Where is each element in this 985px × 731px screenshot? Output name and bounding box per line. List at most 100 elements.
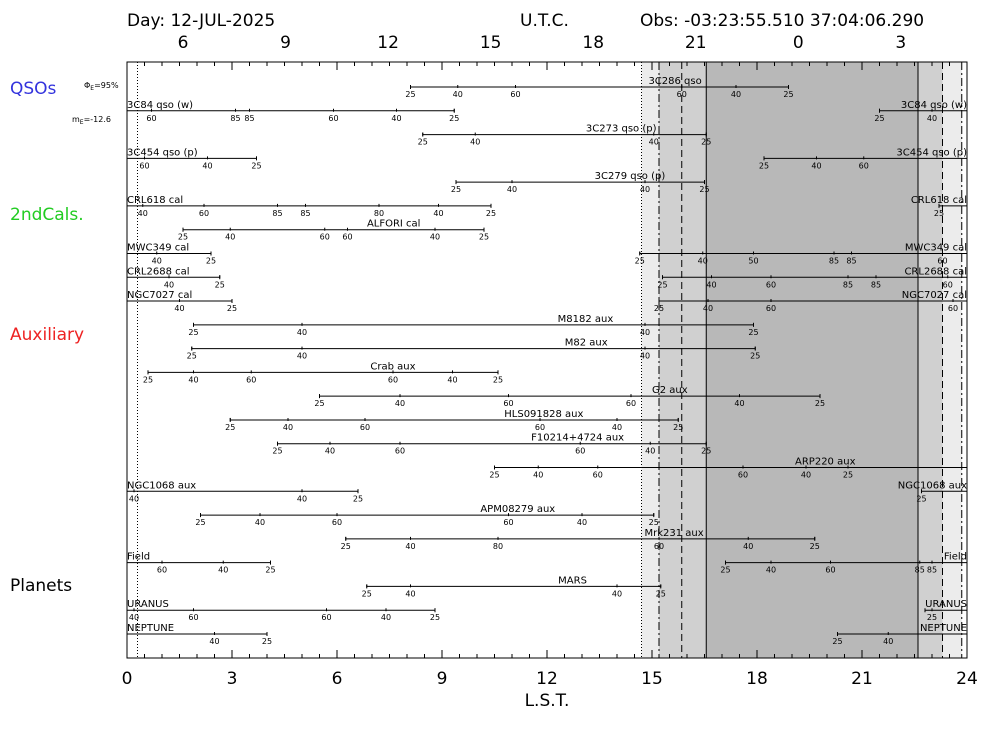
source-name: Crab aux bbox=[370, 361, 415, 372]
elevation-label: 40 bbox=[395, 399, 405, 408]
source-row: 3C273 qso (p) 25 40 40 25 bbox=[418, 124, 712, 147]
elevation-label: 40 bbox=[640, 352, 650, 361]
elevation-label: 25 bbox=[815, 399, 825, 408]
elevation-label: 40 bbox=[164, 280, 174, 289]
elevation-label: 85 bbox=[230, 114, 240, 123]
source-row: M82 aux 25 40 40 25 bbox=[187, 338, 761, 361]
m-value: =-12.6 bbox=[84, 115, 111, 124]
elevation-label: 40 bbox=[391, 114, 401, 123]
source-name: HLS091828 aux bbox=[504, 409, 583, 420]
elevation-label: 40 bbox=[645, 447, 655, 456]
source-row: ALFORI cal 25 40 60 60 40 25 bbox=[178, 219, 489, 242]
source-name: M82 aux bbox=[565, 338, 608, 349]
elevation-label: 40 bbox=[731, 90, 741, 99]
elevation-label: 25 bbox=[227, 304, 237, 313]
elevation-label: 25 bbox=[654, 304, 664, 313]
source-name: 3C84 qso (w) bbox=[901, 100, 967, 111]
elevation-label: 25 bbox=[810, 542, 820, 551]
elevation-label: 60 bbox=[320, 233, 330, 242]
elevation-label: 40 bbox=[202, 161, 212, 170]
source-row: HLS091828 aux 25 40 60 60 40 25 bbox=[225, 409, 683, 432]
elevation-label: 40 bbox=[801, 471, 811, 480]
source-row: MWC349 cal MWC349 cal 40 25 25 40 50 85 85 60 bbox=[126, 242, 968, 265]
elevation-label: 85 bbox=[915, 566, 925, 575]
source-row: URANUS URANUS 40 60 60 40 25 25 bbox=[126, 599, 968, 622]
category-auxiliary: Auxiliary bbox=[10, 325, 84, 345]
elevation-label: 60 bbox=[328, 114, 338, 123]
elevation-label: 25 bbox=[843, 471, 853, 480]
elevation-label: 40 bbox=[283, 423, 293, 432]
elevation-label: 60 bbox=[157, 566, 167, 575]
elevation-label: 40 bbox=[507, 185, 517, 194]
elevation-label: 25 bbox=[486, 209, 496, 218]
category-qsos: QSOs bbox=[10, 79, 57, 99]
elevation-label: 40 bbox=[612, 423, 622, 432]
elevation-label: 60 bbox=[593, 471, 603, 480]
elevation-label: 85 bbox=[244, 114, 254, 123]
source-row: CRL618 cal CRL618 cal 40 60 85 85 80 40 25 25 bbox=[126, 195, 968, 218]
elevation-label: 40 bbox=[640, 328, 650, 337]
elevation-label: 60 bbox=[342, 233, 352, 242]
elevation-label: 25 bbox=[657, 280, 667, 289]
source-row: CRL2688 cal CRL2688 cal 40 25 25 40 60 85 85 60 bbox=[126, 266, 968, 289]
elevation-label: 40 bbox=[174, 304, 184, 313]
source-row: NEPTUNE NEPTUNE 40 25 25 40 bbox=[126, 623, 968, 646]
elevation-label: 25 bbox=[206, 256, 216, 265]
elevation-label: 60 bbox=[626, 399, 636, 408]
source-row: M8182 aux 25 40 40 25 bbox=[188, 314, 758, 337]
elevation-label: 40 bbox=[405, 589, 415, 598]
m-sub: E bbox=[80, 119, 84, 126]
elevation-label: 40 bbox=[297, 328, 307, 337]
elevation-label: 25 bbox=[405, 90, 415, 99]
elevation-label: 25 bbox=[493, 375, 503, 384]
elevation-label: 40 bbox=[706, 280, 716, 289]
source-name: URANUS bbox=[925, 599, 967, 610]
elevation-label: 25 bbox=[353, 494, 363, 503]
elevation-label: 40 bbox=[927, 114, 937, 123]
elevation-label: 40 bbox=[225, 233, 235, 242]
elevation-label: 40 bbox=[734, 399, 744, 408]
elevation-label: 60 bbox=[937, 256, 947, 265]
source-row: NGC1068 aux NGC1068 aux 40 40 25 25 bbox=[126, 480, 968, 503]
elevation-label: 25 bbox=[701, 138, 711, 147]
elevation-label: 25 bbox=[720, 566, 730, 575]
source-name: 3C273 qso (p) bbox=[586, 124, 657, 135]
elevation-label: 40 bbox=[188, 375, 198, 384]
utc-tick-label: 15 bbox=[480, 33, 502, 53]
source-row: APM08279 aux 25 40 60 60 40 25 bbox=[195, 504, 658, 527]
phi-symbol: Φ bbox=[84, 81, 90, 90]
elevation-label: 60 bbox=[503, 518, 513, 527]
elevation-label: 25 bbox=[783, 90, 793, 99]
elevation-label: 60 bbox=[575, 447, 585, 456]
elevation-label: 40 bbox=[297, 352, 307, 361]
utc-tick-label: 18 bbox=[582, 33, 604, 53]
utc-tick-labels: 6 9 12 15 18 21 0 3 bbox=[178, 33, 907, 53]
source-name: Mrk231 aux bbox=[644, 528, 703, 539]
elevation-label: 60 bbox=[395, 447, 405, 456]
header-utc: U.T.C. bbox=[520, 11, 569, 31]
elevation-label: 80 bbox=[493, 542, 503, 551]
source-row: 3C279 qso (p) 25 40 40 25 bbox=[451, 171, 710, 194]
header-day: Day: 12-JUL-2025 bbox=[127, 11, 275, 31]
elevation-label: 25 bbox=[759, 161, 769, 170]
category-2ndcals: 2ndCals. bbox=[10, 205, 84, 225]
elevation-label: 50 bbox=[748, 256, 758, 265]
elevation-label: 25 bbox=[187, 352, 197, 361]
source-name: F10214+4724 aux bbox=[531, 433, 624, 444]
elevation-label: 25 bbox=[748, 328, 758, 337]
m-symbol: m bbox=[72, 115, 80, 124]
elevation-label: 25 bbox=[449, 114, 459, 123]
elevation-label: 40 bbox=[577, 518, 587, 527]
source-name: 3C454 qso (p) bbox=[896, 147, 967, 158]
source-name: ARP220 aux bbox=[795, 457, 856, 468]
elevation-label: 85 bbox=[843, 280, 853, 289]
elevation-label: 60 bbox=[510, 90, 520, 99]
source-name: CRL2688 cal bbox=[904, 266, 967, 277]
source-row: ARP220 aux 25 40 60 60 40 25 bbox=[489, 457, 968, 480]
elevation-label: 85 bbox=[272, 209, 282, 218]
elevation-label: 40 bbox=[640, 185, 650, 194]
elevation-label: 40 bbox=[297, 494, 307, 503]
source-name: URANUS bbox=[127, 599, 169, 610]
